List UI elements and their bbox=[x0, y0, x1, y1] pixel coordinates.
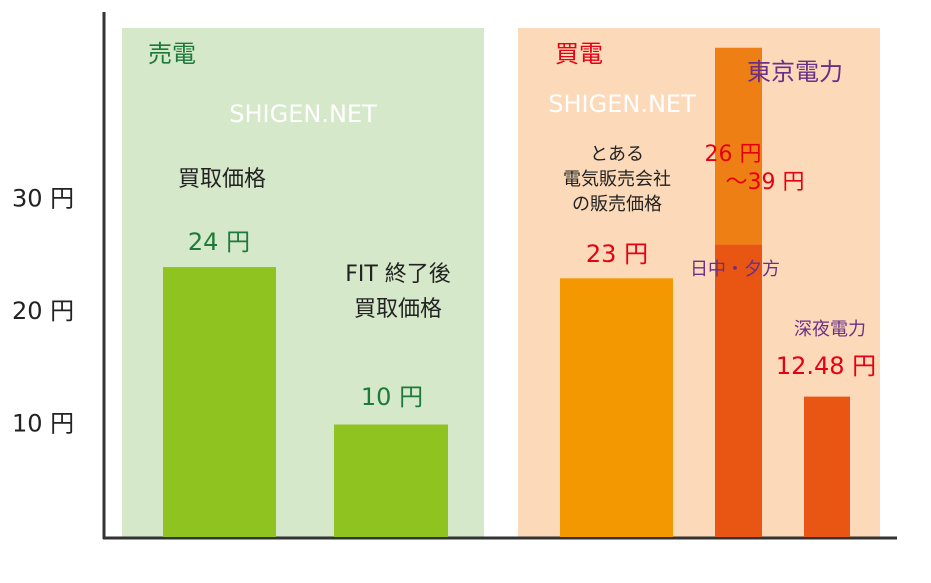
bar-label: FIT 終了後 bbox=[345, 262, 451, 287]
bar-label: とある bbox=[590, 144, 644, 165]
bar bbox=[163, 267, 276, 537]
bar bbox=[804, 396, 850, 537]
annotation: 26 円 bbox=[705, 142, 762, 167]
annotation: ～39 円 bbox=[726, 170, 805, 195]
value-label: 24 円 bbox=[188, 228, 250, 256]
bar-label: の販売価格 bbox=[572, 194, 662, 215]
bar-label: 東京電力 bbox=[747, 58, 843, 86]
y-tick-label: 30 円 bbox=[12, 185, 74, 213]
bar-label: 買取価格 bbox=[354, 297, 442, 322]
watermark: SHIGEN.NET bbox=[548, 90, 696, 118]
panel-title: 買電 bbox=[555, 40, 603, 68]
value-label: 12.48 円 bbox=[776, 352, 876, 380]
y-tick-label: 20 円 bbox=[12, 297, 74, 325]
watermark: SHIGEN.NET bbox=[229, 100, 377, 128]
value-label: 10 円 bbox=[361, 383, 423, 411]
bar bbox=[560, 278, 673, 537]
bar-label: 買取価格 bbox=[178, 167, 266, 192]
bar bbox=[715, 244, 762, 537]
bar bbox=[715, 47, 762, 245]
panel-title: 売電 bbox=[148, 40, 196, 68]
bar-label: 深夜電力 bbox=[794, 319, 866, 340]
value-label: 23 円 bbox=[586, 240, 648, 268]
y-tick-label: 10 円 bbox=[12, 410, 74, 438]
annotation: 日中・夕方 bbox=[690, 259, 780, 280]
bar bbox=[334, 424, 448, 537]
bar-label: 電気販売会社 bbox=[563, 169, 671, 190]
